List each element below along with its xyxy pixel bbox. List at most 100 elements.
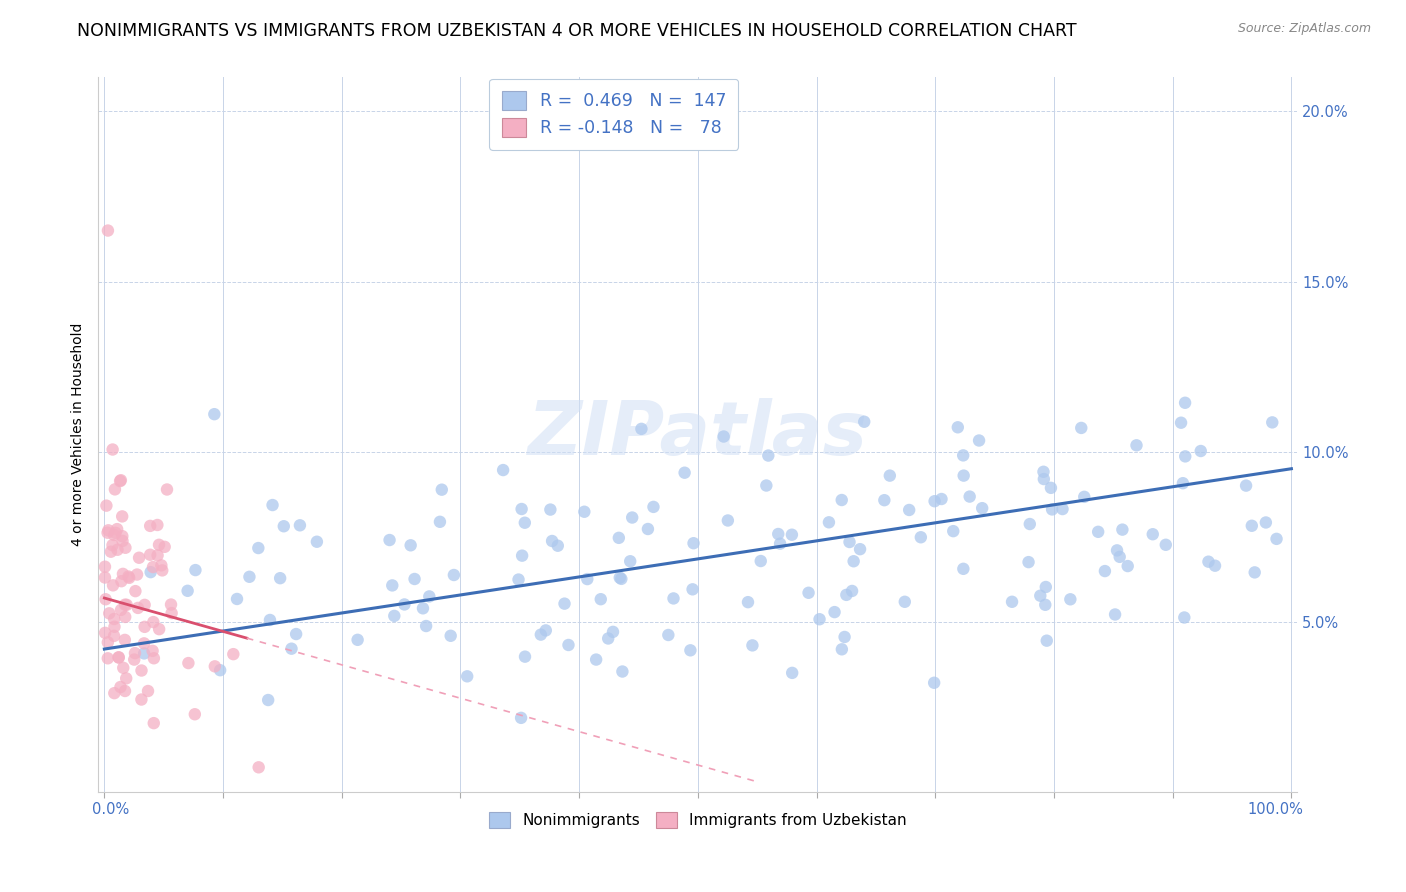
Point — [111, 533, 134, 548]
Point — [1116, 559, 1139, 574]
Point — [530, 627, 553, 641]
Point — [952, 449, 974, 463]
Point — [541, 534, 564, 549]
Point — [534, 624, 557, 638]
Point — [114, 598, 136, 612]
Point — [1204, 558, 1226, 573]
Point — [673, 466, 696, 480]
Point — [737, 595, 759, 609]
Point — [394, 598, 416, 612]
Point — [1032, 472, 1054, 486]
Point — [630, 422, 652, 436]
Point — [103, 620, 125, 634]
Point — [1032, 465, 1054, 479]
Point — [576, 572, 599, 586]
Point — [285, 627, 308, 641]
Point — [538, 502, 561, 516]
Point — [755, 478, 778, 492]
Point — [824, 605, 846, 619]
Point — [508, 573, 530, 587]
Point — [1052, 502, 1074, 516]
Point — [853, 415, 876, 429]
Point — [134, 598, 156, 612]
Point — [834, 630, 856, 644]
Point — [160, 606, 183, 620]
Text: 100.0%: 100.0% — [1247, 802, 1303, 817]
Point — [1018, 516, 1040, 531]
Point — [146, 549, 169, 563]
Text: 0.0%: 0.0% — [93, 802, 129, 817]
Point — [557, 638, 579, 652]
Point — [415, 619, 437, 633]
Point — [910, 530, 932, 544]
Point — [108, 474, 131, 488]
Point — [1173, 610, 1195, 624]
Point — [100, 545, 122, 559]
Point — [222, 647, 245, 661]
Point — [104, 525, 127, 540]
Point — [849, 542, 872, 557]
Point — [107, 650, 129, 665]
Point — [404, 572, 426, 586]
Point — [110, 473, 132, 487]
Point — [1001, 595, 1024, 609]
Point — [610, 572, 633, 586]
Point — [898, 503, 921, 517]
Point — [280, 641, 302, 656]
Text: Source: ZipAtlas.com: Source: ZipAtlas.com — [1237, 22, 1371, 36]
Point — [107, 650, 129, 665]
Point — [139, 548, 162, 562]
Point — [269, 571, 291, 585]
Point — [378, 533, 401, 547]
Point — [1189, 444, 1212, 458]
Point — [103, 528, 125, 542]
Point — [1039, 481, 1062, 495]
Point — [107, 542, 129, 557]
Point — [132, 636, 155, 650]
Point — [553, 597, 575, 611]
Point — [97, 524, 120, 538]
Point — [226, 591, 249, 606]
Point — [768, 527, 790, 541]
Point — [117, 569, 139, 583]
Point — [1035, 633, 1057, 648]
Point — [682, 536, 704, 550]
Point — [780, 665, 803, 680]
Point — [1174, 450, 1197, 464]
Point — [831, 642, 853, 657]
Point — [142, 560, 165, 574]
Point — [238, 570, 260, 584]
Point — [769, 536, 792, 550]
Point — [105, 522, 128, 536]
Point — [177, 656, 200, 670]
Point — [1265, 532, 1288, 546]
Point — [1197, 555, 1219, 569]
Point — [1261, 416, 1284, 430]
Point — [202, 407, 225, 421]
Point — [115, 671, 138, 685]
Point — [1040, 502, 1063, 516]
Point — [574, 505, 596, 519]
Point — [1070, 421, 1092, 435]
Point — [510, 549, 533, 563]
Point — [114, 610, 136, 624]
Legend: Nonimmigrants, Immigrants from Uzbekistan: Nonimmigrants, Immigrants from Uzbekista… — [482, 805, 912, 834]
Point — [262, 498, 284, 512]
Point — [1059, 592, 1081, 607]
Point — [148, 538, 170, 552]
Point — [247, 760, 270, 774]
Point — [621, 510, 644, 524]
Point — [111, 566, 134, 581]
Point — [637, 522, 659, 536]
Point — [808, 612, 831, 626]
Point — [142, 651, 165, 665]
Point — [756, 449, 779, 463]
Point — [94, 570, 117, 584]
Point — [114, 684, 136, 698]
Point — [841, 584, 863, 599]
Point — [142, 644, 165, 658]
Point — [717, 513, 740, 527]
Point — [922, 675, 945, 690]
Point — [513, 649, 536, 664]
Point — [139, 519, 162, 533]
